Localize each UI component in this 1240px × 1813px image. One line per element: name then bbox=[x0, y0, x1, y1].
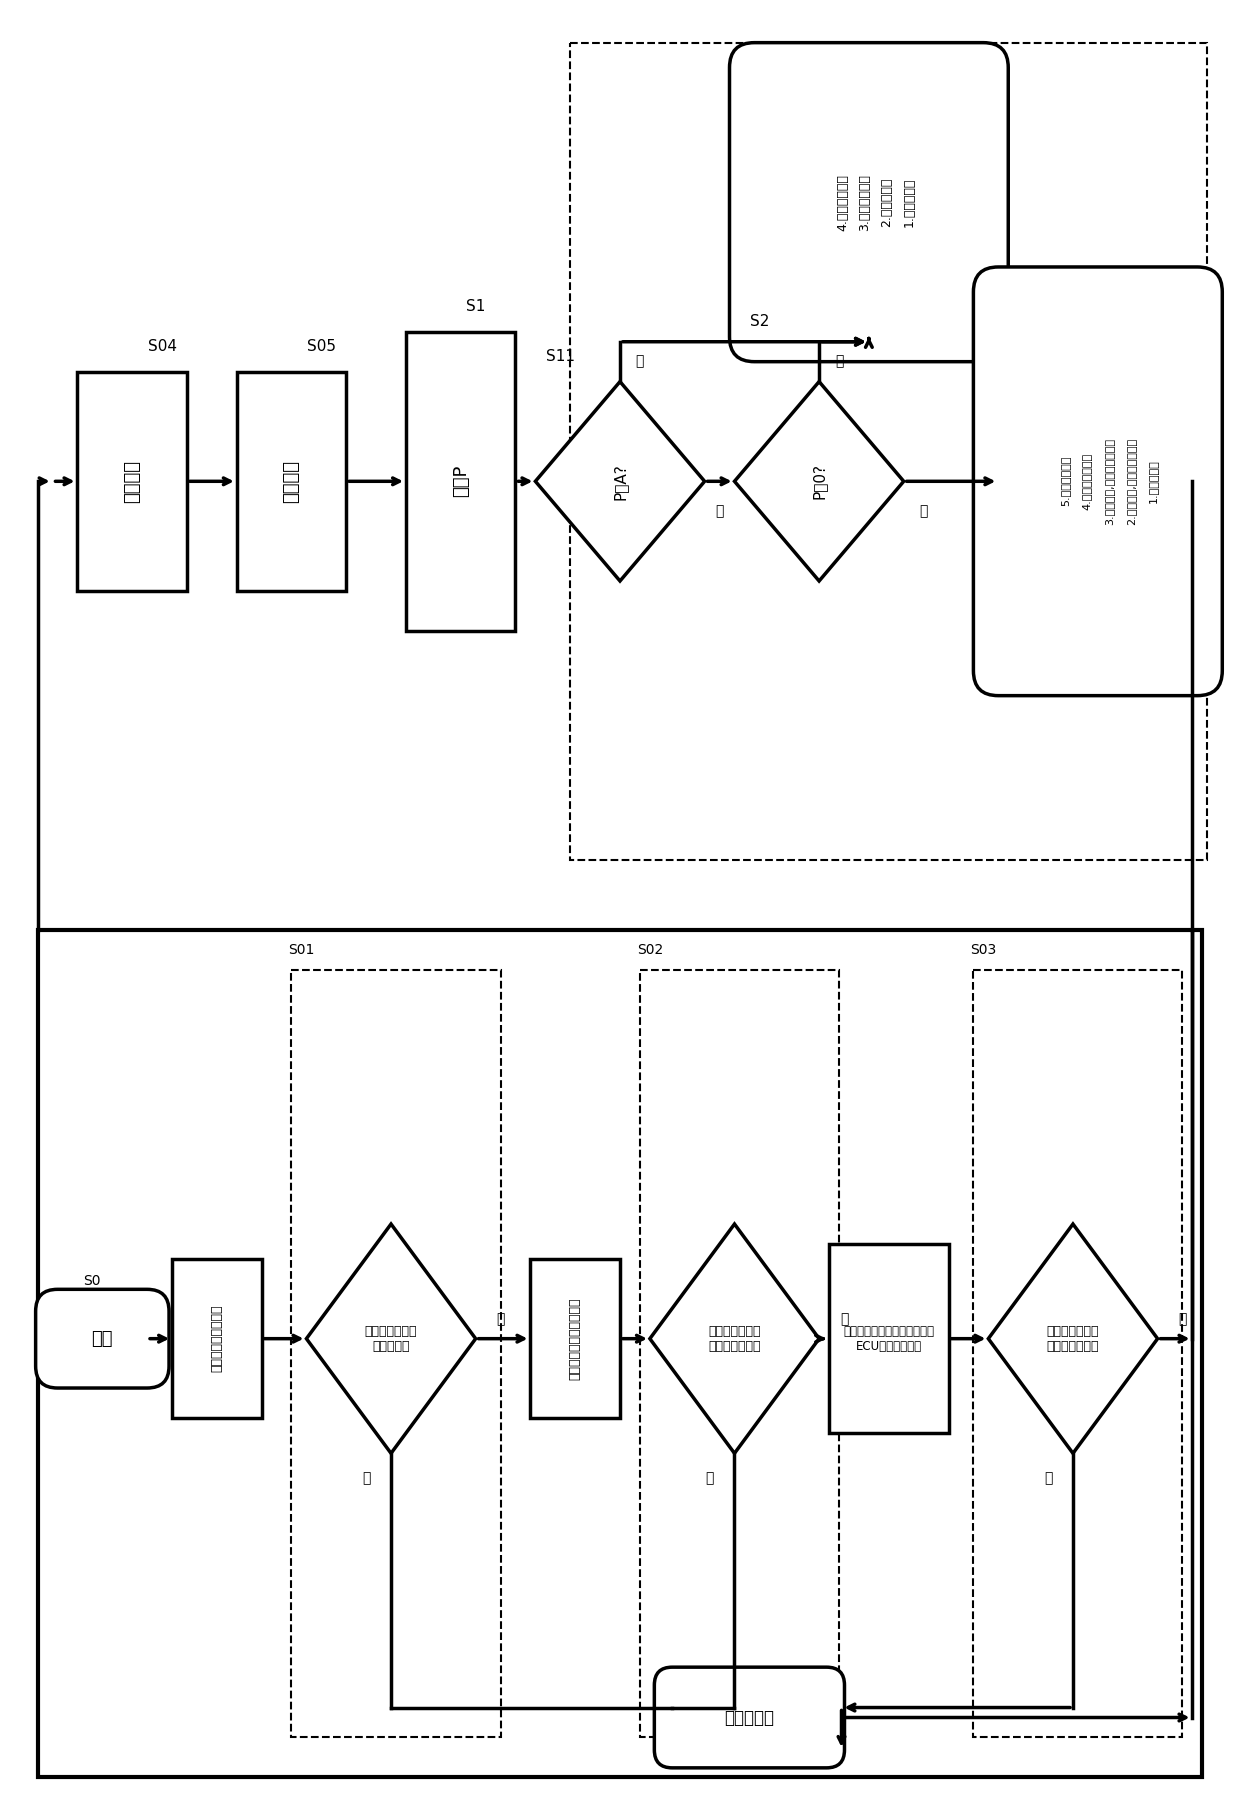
Text: 真空压力传感器
是否正常工作？: 真空压力传感器 是否正常工作？ bbox=[708, 1325, 760, 1352]
Text: 开始: 开始 bbox=[92, 1329, 113, 1347]
Text: S2: S2 bbox=[750, 314, 769, 330]
Text: 温度传感器是否
正常工作？: 温度传感器是否 正常工作？ bbox=[365, 1325, 418, 1352]
Polygon shape bbox=[988, 1224, 1158, 1454]
Bar bbox=[77, 372, 187, 591]
Text: 否: 否 bbox=[1044, 1470, 1053, 1485]
Text: 3.启动尺素泵；: 3.启动尺素泵； bbox=[858, 174, 872, 230]
Text: 系统喷射: 系统喷射 bbox=[283, 461, 300, 502]
Text: S1: S1 bbox=[466, 299, 485, 314]
FancyBboxPatch shape bbox=[655, 1668, 844, 1768]
Text: 是: 是 bbox=[636, 355, 644, 368]
Text: 2.停止喷射,停止尺素运行；: 2.停止喷射,停止尺素运行； bbox=[1126, 437, 1136, 526]
Text: P＜0?: P＜0? bbox=[812, 464, 827, 499]
Text: S0: S0 bbox=[83, 1275, 102, 1289]
Text: S03: S03 bbox=[970, 943, 997, 957]
Text: S11: S11 bbox=[546, 350, 575, 364]
Text: 真空压力传感器自我诊断: 真空压力传感器自我诊断 bbox=[569, 1298, 582, 1380]
Bar bbox=[830, 1244, 949, 1434]
FancyBboxPatch shape bbox=[36, 1289, 169, 1389]
Text: 否: 否 bbox=[919, 504, 928, 519]
Text: S05: S05 bbox=[306, 339, 336, 354]
FancyBboxPatch shape bbox=[973, 267, 1223, 696]
Text: S01: S01 bbox=[288, 943, 315, 957]
Text: 否: 否 bbox=[362, 1470, 371, 1485]
Text: S04: S04 bbox=[148, 339, 176, 354]
Text: 温度传感器自我诊断: 温度传感器自我诊断 bbox=[211, 1305, 223, 1372]
Text: 5.结束尺素建压: 5.结束尺素建压 bbox=[1060, 457, 1070, 506]
Text: 1.发报报警；: 1.发报报警； bbox=[1147, 459, 1158, 504]
Text: 1.发报报警；: 1.发报报警； bbox=[903, 178, 915, 227]
Text: 环境压力传感器
是否正常工作？: 环境压力传感器 是否正常工作？ bbox=[1047, 1325, 1099, 1352]
Bar bbox=[973, 970, 1183, 1737]
Bar bbox=[37, 930, 1203, 1777]
FancyBboxPatch shape bbox=[729, 44, 1008, 361]
Text: 4.结束尺素建压: 4.结束尺素建压 bbox=[837, 174, 849, 230]
Text: 是: 是 bbox=[835, 355, 843, 368]
Bar bbox=[405, 332, 516, 631]
Text: P＜A?: P＜A? bbox=[613, 462, 627, 500]
Bar bbox=[237, 372, 346, 591]
Text: 否: 否 bbox=[715, 504, 724, 519]
Text: 是: 是 bbox=[839, 1313, 848, 1325]
Text: 2.停止喷射；: 2.停止喷射； bbox=[880, 178, 893, 227]
Bar bbox=[172, 1258, 262, 1418]
Bar bbox=[640, 970, 839, 1737]
Text: 环境压力传感器自我诊断或者
ECU通讯自我诊断: 环境压力传感器自我诊断或者 ECU通讯自我诊断 bbox=[843, 1325, 934, 1352]
Text: 3.系统运行,停止尺素建压；: 3.系统运行,停止尺素建压； bbox=[1104, 437, 1114, 524]
Text: S02: S02 bbox=[637, 943, 663, 957]
Polygon shape bbox=[734, 381, 904, 580]
Text: 系统建压: 系统建压 bbox=[123, 461, 141, 502]
Bar bbox=[531, 1258, 620, 1418]
Text: 是: 是 bbox=[496, 1313, 505, 1325]
Text: 4.结束尺素建压；: 4.结束尺素建压； bbox=[1081, 453, 1092, 509]
Polygon shape bbox=[536, 381, 704, 580]
Polygon shape bbox=[650, 1224, 820, 1454]
Bar bbox=[291, 970, 501, 1737]
Text: 计算P: 计算P bbox=[451, 466, 470, 497]
Bar bbox=[570, 44, 1208, 859]
Text: 否: 否 bbox=[706, 1470, 714, 1485]
Text: 传感器故障: 传感器故障 bbox=[724, 1708, 775, 1726]
Polygon shape bbox=[306, 1224, 476, 1454]
Text: 是: 是 bbox=[1178, 1313, 1187, 1325]
